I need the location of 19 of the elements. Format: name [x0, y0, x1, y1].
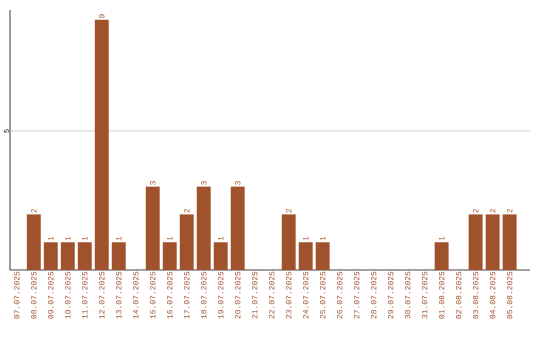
bar [26, 214, 41, 270]
bar [196, 186, 211, 270]
bar [316, 242, 330, 270]
bar [282, 214, 296, 270]
bar [180, 214, 194, 270]
bar [94, 20, 109, 270]
bar [146, 186, 160, 270]
bar [60, 242, 75, 270]
bar [78, 242, 92, 270]
bar [298, 242, 313, 270]
bar [162, 242, 177, 270]
bar [486, 214, 500, 270]
bar [214, 242, 228, 270]
bar [468, 214, 483, 270]
bar [112, 242, 126, 270]
bar [502, 214, 517, 270]
bar [434, 242, 449, 270]
bar [230, 186, 245, 270]
bar [44, 242, 58, 270]
